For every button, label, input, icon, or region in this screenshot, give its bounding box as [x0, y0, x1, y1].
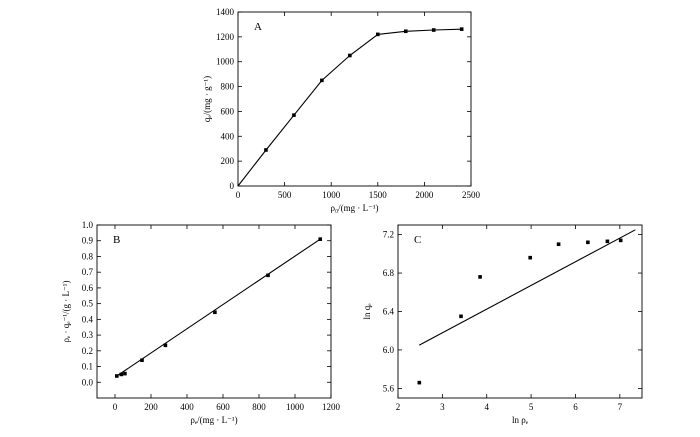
data-point [556, 242, 561, 247]
data-point [318, 237, 322, 241]
data-point [586, 240, 590, 245]
panel-label: B [113, 234, 120, 246]
y-tick-label: 0.1 [82, 362, 93, 372]
y-tick-label: 200 [221, 156, 235, 166]
data-point [478, 275, 482, 279]
data-point [115, 374, 119, 378]
panel-label: A [254, 21, 262, 33]
y-axis-label: ln qₑ [362, 303, 372, 320]
data-point [528, 255, 533, 260]
fit-line [116, 238, 321, 377]
data-point [123, 371, 127, 376]
x-tick-label: 4 [484, 402, 489, 412]
data-point [605, 239, 610, 244]
plot-frame [237, 11, 472, 187]
y-tick-label: 7.2 [383, 230, 394, 240]
data-point [320, 78, 324, 83]
y-tick-label: 0.6 [82, 283, 94, 293]
data-point [403, 29, 408, 34]
y-tick-label: 0.3 [82, 330, 94, 340]
x-axis-label: ρₑ/(mg · L⁻¹) [190, 415, 237, 425]
panel-label: C [414, 234, 421, 246]
x-tick-label: 600 [216, 402, 230, 412]
y-tick-label: 0.4 [82, 314, 94, 324]
plot-frame [397, 224, 643, 399]
y-tick-label: 0.7 [82, 267, 94, 277]
data-point [376, 32, 380, 37]
y-axis-label: ρₑ · qₑ⁻¹/(g · L⁻¹) [61, 281, 71, 343]
x-tick-label: 1500 [369, 190, 388, 200]
data-point [431, 28, 436, 32]
y-tick-label: 1000 [216, 57, 235, 67]
x-tick-label: 1000 [286, 402, 305, 412]
series-line [237, 28, 462, 187]
panel-b: 0 200 400 600 800 1000 1200 0.0 0.1 0.2 0.3 0.4 0.5 0… [61, 220, 341, 425]
x-tick-label: 7 [618, 402, 623, 412]
y-axis-label: qₑ/(mg · g⁻¹) [202, 76, 212, 122]
y-tick-label: 0.2 [82, 346, 93, 356]
data-point [213, 310, 217, 315]
x-tick-label: 400 [180, 402, 194, 412]
data-point [163, 343, 168, 348]
x-tick-label: 500 [278, 190, 292, 200]
y-tick-label: 6.0 [383, 345, 395, 355]
y-tick-label: 0 [230, 181, 235, 191]
y-tick-label: 6.8 [383, 268, 395, 278]
y-tick-label: 0.9 [82, 236, 94, 246]
x-tick-label: 6 [573, 402, 578, 412]
y-tick-label: 1200 [216, 32, 235, 42]
x-tick-label: 1200 [322, 402, 341, 412]
x-axis-label: ln ρₑ [512, 415, 529, 425]
x-tick-label: 800 [252, 402, 266, 412]
data-point [119, 372, 124, 377]
y-tick-label: 0.8 [82, 251, 94, 261]
y-tick-label: 600 [221, 106, 235, 116]
x-axis-label: ρ₀/(mg · L⁻¹) [330, 203, 378, 213]
fit-line [419, 229, 636, 346]
data-point [459, 314, 463, 319]
y-tick-label: 800 [221, 82, 235, 92]
data-point [417, 380, 422, 385]
y-tick-label: 0.5 [82, 299, 94, 309]
plot-frame [96, 224, 332, 399]
data-point [266, 273, 270, 278]
x-tick-label: 1000 [322, 190, 341, 200]
panel-a: 0 500 1000 1500 2000 2500 0 200 400 600 800 1000 120… [202, 7, 481, 213]
y-tick-label: 1400 [216, 7, 235, 17]
data-point [459, 27, 464, 31]
x-tick-label: 0 [236, 190, 241, 200]
data-point [264, 148, 268, 152]
data-point [292, 113, 296, 117]
x-tick-label: 5 [529, 402, 534, 412]
y-tick-label: 0.0 [82, 377, 94, 387]
y-tick-label: 6.4 [383, 307, 395, 317]
x-tick-label: 200 [144, 402, 158, 412]
y-tick-label: 1.0 [82, 220, 94, 230]
x-tick-label: 0 [113, 402, 118, 412]
x-tick-label: 2500 [462, 190, 481, 200]
x-tick-label: 2000 [415, 190, 434, 200]
panel-c: 2 3 4 5 6 7 5.6 6.0 6.4 6.8 7.2 ln ρₑ ln qₑ C [362, 224, 643, 425]
data-point [140, 358, 144, 363]
x-tick-label: 3 [440, 402, 445, 412]
y-tick-label: 5.6 [383, 383, 395, 393]
data-point [618, 238, 623, 243]
y-tick-label: 400 [221, 131, 235, 141]
data-point [348, 53, 352, 58]
x-tick-label: 2 [396, 402, 401, 412]
